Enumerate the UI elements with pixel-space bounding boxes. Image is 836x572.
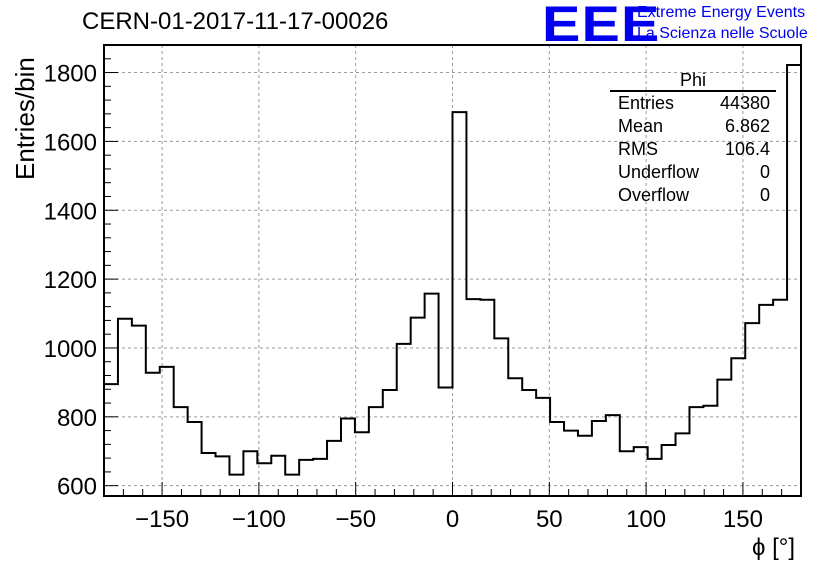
y-tick-label: 800 — [57, 405, 97, 432]
histogram-bin — [355, 432, 369, 496]
stats-value: 6.862 — [724, 116, 770, 136]
histogram-bin — [104, 384, 118, 496]
histogram-bin — [676, 433, 690, 496]
histogram-bin — [397, 344, 411, 496]
stats-row-overflow: Overflow 0 — [610, 184, 776, 207]
x-tick-label: −150 — [135, 506, 189, 533]
stats-label: Overflow — [618, 185, 690, 205]
plot-frame — [103, 44, 802, 497]
y-tick-label: 1800 — [44, 61, 97, 88]
histogram-bin — [216, 456, 230, 496]
stats-label: Underflow — [618, 162, 700, 182]
histogram-bin — [341, 419, 355, 496]
histogram-bin — [592, 421, 606, 496]
histogram-bin — [369, 407, 383, 496]
histogram-bin — [132, 326, 146, 496]
org-name: Extreme Energy Events — [637, 4, 806, 21]
eee-logo: EEE — [542, 0, 661, 52]
histogram-bin — [494, 338, 508, 496]
histogram-bin — [564, 431, 578, 496]
x-axis-label: ϕ [°] — [752, 534, 796, 561]
stats-row-mean: Mean 6.862 — [610, 115, 776, 138]
stats-row-underflow: Underflow 0 — [610, 161, 776, 184]
histogram-bin — [578, 436, 592, 496]
stats-value: 106.4 — [724, 139, 770, 159]
histogram-bin — [313, 459, 327, 496]
x-tick-label: 150 — [723, 506, 763, 533]
histogram-bin — [536, 398, 550, 496]
histogram-bin — [453, 112, 467, 496]
histogram-bin — [202, 453, 216, 496]
x-tick-label: −100 — [232, 506, 286, 533]
histogram-bin — [118, 319, 132, 496]
histogram-series — [103, 63, 802, 496]
histogram-bin — [759, 305, 773, 496]
histogram-bin — [508, 378, 522, 496]
stats-row-rms: RMS 106.4 — [610, 138, 776, 161]
y-tick-label: 1600 — [44, 129, 97, 156]
histogram-bin — [787, 65, 801, 496]
chart-title: CERN-01-2017-11-17-00026 — [82, 8, 389, 35]
histogram-bin — [285, 475, 299, 496]
x-tick-label: 50 — [536, 506, 563, 533]
histogram-bin — [466, 299, 480, 496]
histogram-bin — [773, 300, 787, 496]
histogram-bin — [174, 407, 188, 496]
y-tick-label: 1400 — [44, 198, 97, 225]
histogram-bin — [411, 318, 425, 496]
y-tick-label: 1000 — [44, 336, 97, 363]
stats-title: Phi — [610, 70, 776, 92]
y-tick-label: 600 — [57, 474, 97, 501]
histogram-bin — [188, 422, 202, 496]
histogram-bin — [146, 373, 160, 496]
x-tick-label: 100 — [626, 506, 666, 533]
histogram-bin — [439, 388, 453, 496]
histogram-bin — [243, 451, 257, 496]
histogram-bin — [703, 406, 717, 496]
histogram-bin — [327, 441, 341, 496]
histogram-bin — [160, 367, 174, 496]
y-tick-label: 1200 — [44, 267, 97, 294]
histogram-bin — [271, 456, 285, 496]
histogram-bin — [620, 451, 634, 496]
histogram-bin — [745, 323, 759, 496]
histogram-bin — [662, 445, 676, 496]
histogram-bin — [550, 422, 564, 496]
histogram-bin — [257, 463, 271, 496]
histogram-bin — [648, 459, 662, 496]
histogram-bin — [522, 390, 536, 496]
histogram-bin — [299, 460, 313, 496]
stats-value: 0 — [759, 185, 770, 205]
histogram-bin — [731, 358, 745, 496]
stats-label: Mean — [618, 116, 664, 136]
histogram-bin — [606, 415, 620, 496]
stats-label: Entries — [618, 93, 675, 113]
histogram-bin — [717, 380, 731, 496]
stats-value: 0 — [759, 162, 770, 182]
histogram-bin — [383, 390, 397, 496]
histogram-bin — [634, 447, 648, 496]
histogram-bin — [480, 300, 494, 496]
stats-box: Phi Entries 44380 Mean 6.862 RMS 106.4 U… — [610, 70, 776, 207]
x-tick-label: 0 — [446, 506, 459, 533]
x-tick-label: −50 — [335, 506, 376, 533]
org-subtitle: La Scienza nelle Scuole — [637, 25, 808, 42]
stats-label: RMS — [618, 139, 658, 159]
stats-row-entries: Entries 44380 — [610, 92, 776, 115]
histogram-bin — [425, 294, 439, 496]
y-axis-label: Entries/bin — [10, 57, 40, 180]
stats-value: 44380 — [719, 93, 770, 113]
histogram-bin — [229, 475, 243, 496]
histogram-bin — [689, 407, 703, 496]
